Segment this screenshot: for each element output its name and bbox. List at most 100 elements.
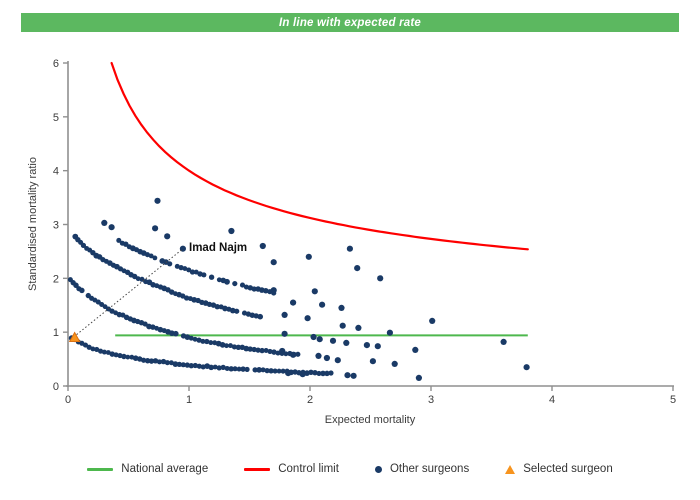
surgeon-point[interactable] [264, 367, 270, 374]
surgeon-point[interactable] [270, 287, 277, 294]
surgeon-point[interactable] [304, 315, 311, 322]
surgeon-point[interactable] [144, 252, 151, 258]
surgeon-point[interactable] [257, 313, 264, 320]
surgeon-point[interactable] [338, 304, 345, 311]
surgeon-point[interactable] [183, 295, 190, 301]
surgeon-point[interactable] [234, 308, 240, 314]
surgeon-point[interactable] [222, 305, 228, 312]
surgeon-point[interactable] [344, 372, 351, 379]
surgeon-point[interactable] [196, 337, 202, 343]
surgeon-point[interactable] [324, 370, 330, 377]
surgeon-point[interactable] [113, 352, 119, 358]
surgeon-point[interactable] [295, 351, 301, 357]
surgeon-point[interactable] [239, 282, 246, 288]
surgeon-point[interactable] [255, 347, 261, 353]
surgeon-point[interactable] [116, 237, 122, 243]
surgeon-point[interactable] [178, 264, 184, 271]
surgeon-point[interactable] [140, 357, 147, 363]
surgeon-point[interactable] [429, 317, 436, 324]
surgeon-point[interactable] [259, 242, 266, 250]
surgeon-point[interactable] [201, 272, 207, 278]
surgeon-point[interactable] [188, 363, 194, 369]
surgeon-point[interactable] [90, 346, 96, 352]
surgeon-point[interactable] [377, 275, 384, 282]
surgeon-point[interactable] [224, 343, 229, 349]
surgeon-point[interactable] [263, 348, 269, 353]
surgeon-point[interactable] [363, 342, 370, 349]
surgeon-point[interactable] [256, 367, 262, 373]
surgeon-point[interactable] [192, 362, 198, 369]
surgeon-point[interactable] [164, 233, 171, 240]
surgeon-point[interactable] [272, 368, 278, 374]
surgeon-point[interactable] [305, 253, 312, 260]
surgeon-point[interactable] [154, 197, 161, 204]
surgeon-point[interactable] [135, 276, 141, 282]
surgeon-point[interactable] [94, 346, 100, 352]
surgeon-point[interactable] [108, 224, 115, 231]
surgeon-point[interactable] [251, 346, 257, 353]
surgeon-point[interactable] [276, 368, 282, 374]
surgeon-point[interactable] [252, 367, 258, 373]
surgeon-point[interactable] [186, 267, 192, 273]
surgeon-point[interactable] [415, 374, 422, 381]
surgeon-point[interactable] [271, 349, 277, 355]
surgeon-point[interactable] [240, 366, 246, 372]
surgeon-point[interactable] [148, 253, 154, 259]
surgeon-point[interactable] [268, 368, 274, 374]
surgeon-point[interactable] [212, 364, 218, 370]
surgeon-point[interactable] [523, 364, 530, 371]
surgeon-point[interactable] [311, 288, 318, 295]
surgeon-point[interactable] [200, 338, 206, 344]
surgeon-point[interactable] [232, 366, 238, 372]
surgeon-point[interactable] [180, 362, 186, 368]
surgeon-point[interactable] [208, 364, 214, 371]
surgeon-point[interactable] [214, 304, 220, 310]
surgeon-point[interactable] [152, 225, 159, 232]
surgeon-point[interactable] [329, 337, 337, 344]
surgeon-point[interactable] [235, 344, 242, 351]
surgeon-point[interactable] [109, 351, 115, 357]
surgeon-point[interactable] [328, 370, 334, 376]
surgeon-point[interactable] [310, 333, 317, 341]
surgeon-point[interactable] [121, 353, 127, 360]
surgeon-point[interactable] [290, 299, 297, 306]
selected-surgeon-marker[interactable] [68, 331, 81, 343]
surgeon-point[interactable] [224, 366, 230, 371]
surgeon-point[interactable] [160, 358, 167, 365]
surgeon-point[interactable] [176, 361, 183, 368]
surgeon-point[interactable] [231, 344, 237, 350]
surgeon-point[interactable] [101, 349, 107, 355]
surgeon-point[interactable] [208, 340, 214, 346]
surgeon-point[interactable] [228, 227, 235, 235]
surgeon-point[interactable] [374, 343, 381, 350]
surgeon-point[interactable] [216, 365, 222, 371]
surgeon-point[interactable] [101, 219, 108, 226]
surgeon-point[interactable] [285, 370, 292, 377]
surgeon-point[interactable] [152, 255, 158, 261]
surgeon-point[interactable] [386, 329, 393, 336]
surgeon-point[interactable] [156, 359, 163, 365]
surgeon-point[interactable] [204, 338, 210, 345]
surgeon-point[interactable] [167, 261, 173, 267]
surgeon-point[interactable] [182, 266, 188, 272]
surgeon-point[interactable] [263, 287, 269, 294]
surgeon-point[interactable] [315, 352, 322, 359]
surgeon-point[interactable] [192, 336, 198, 342]
surgeon-point[interactable] [188, 335, 194, 341]
surgeon-point[interactable] [391, 360, 398, 367]
surgeon-point[interactable] [80, 242, 87, 249]
surgeon-point[interactable] [308, 369, 314, 375]
surgeon-point[interactable] [354, 265, 361, 272]
surgeon-point[interactable] [259, 347, 265, 354]
surgeon-point[interactable] [148, 358, 155, 364]
surgeon-point[interactable] [312, 370, 318, 376]
surgeon-point[interactable] [152, 358, 159, 364]
surgeon-point[interactable] [244, 366, 250, 372]
surgeon-point[interactable] [290, 351, 297, 358]
surgeon-point[interactable] [232, 281, 238, 287]
surgeon-point[interactable] [224, 278, 230, 285]
surgeon-point[interactable] [219, 342, 226, 348]
surgeon-point[interactable] [343, 339, 350, 346]
surgeon-point[interactable] [319, 301, 326, 308]
surgeon-point[interactable] [267, 348, 273, 354]
